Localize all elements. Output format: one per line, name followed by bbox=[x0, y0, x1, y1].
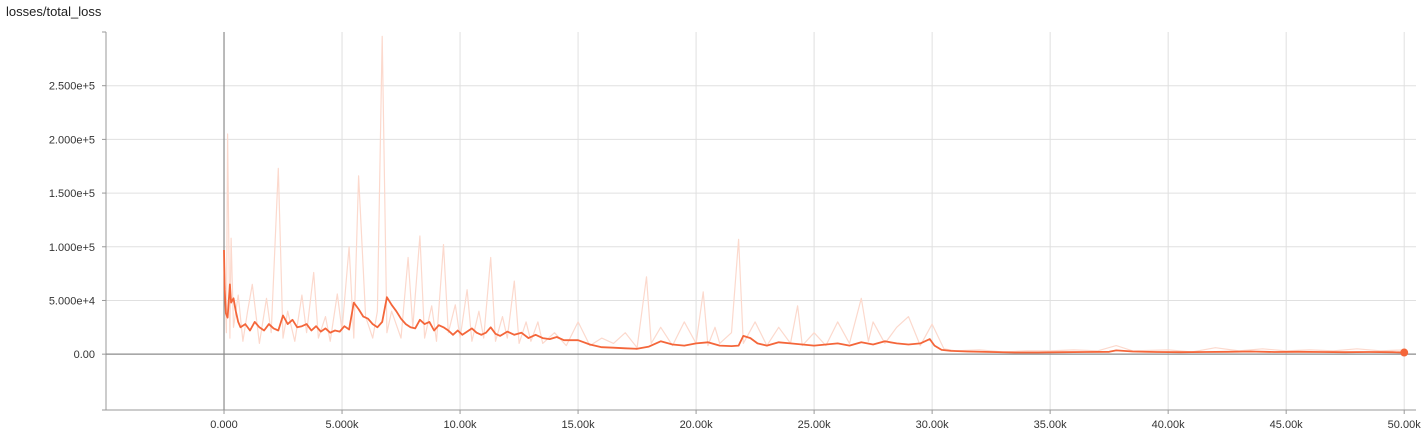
x-tick-label: 15.00k bbox=[562, 419, 596, 431]
axis-layer bbox=[102, 31, 1416, 414]
y-tick-label: 1.000e+5 bbox=[49, 242, 95, 254]
x-tick-label: 5.000k bbox=[326, 419, 360, 431]
y-tick-label: 5.000e+4 bbox=[49, 295, 95, 307]
y-tick-label: 1.500e+5 bbox=[49, 188, 95, 200]
x-tick-label: 50.00k bbox=[1388, 419, 1422, 431]
raw-series-line bbox=[223, 35, 1405, 353]
grid-layer bbox=[106, 32, 1416, 410]
y-tick-label: 2.000e+5 bbox=[49, 134, 95, 146]
series-layer bbox=[223, 35, 1409, 357]
x-tick-label: 35.00k bbox=[1034, 419, 1068, 431]
x-tick-label: 40.00k bbox=[1152, 419, 1186, 431]
x-tick-label: 0.000 bbox=[210, 419, 238, 431]
x-tick-label: 45.00k bbox=[1270, 419, 1304, 431]
last-point-marker bbox=[1400, 348, 1409, 357]
x-tick-label: 30.00k bbox=[916, 419, 950, 431]
y-tick-label: 2.500e+5 bbox=[49, 81, 95, 93]
x-tick-label: 10.00k bbox=[444, 419, 478, 431]
x-tick-label: 25.00k bbox=[798, 419, 832, 431]
chart-title: losses/total_loss bbox=[6, 4, 102, 19]
smoothed-series-line bbox=[223, 249, 1405, 354]
y-tick-label: 0.00 bbox=[74, 349, 95, 361]
x-tick-label: 20.00k bbox=[680, 419, 714, 431]
label-layer: 0.000 5.000k 10.00k 15.00k 20.00k 25.00k 30.00… bbox=[49, 81, 1421, 431]
